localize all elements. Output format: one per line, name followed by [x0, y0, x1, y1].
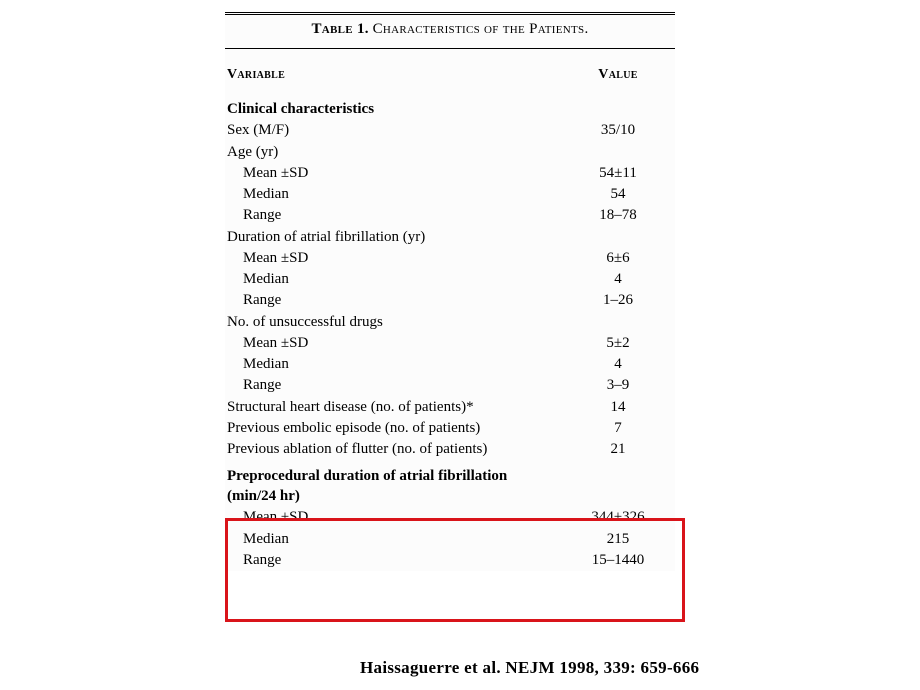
table-row: Age (yr): [225, 141, 675, 162]
row-value: 215: [561, 528, 675, 549]
table-row: Mean ±SD6±6: [225, 247, 675, 268]
row-value: 15–1440: [561, 549, 675, 570]
row-label: Range: [225, 290, 561, 311]
col-header-variable: Variable: [225, 63, 561, 93]
row-value: 6±6: [561, 247, 675, 268]
col-header-value: Value: [561, 63, 675, 93]
row-value: 1–26: [561, 290, 675, 311]
table-row: Range15–1440: [225, 549, 675, 570]
table-row: Previous embolic episode (no. of patient…: [225, 417, 675, 438]
row-label: Median: [225, 269, 561, 290]
row-label: Range: [225, 549, 561, 570]
row-value: [561, 226, 675, 247]
row-label: Previous embolic episode (no. of patient…: [225, 417, 561, 438]
table-row: Range18–78: [225, 205, 675, 226]
row-label: Mean ±SD: [225, 162, 561, 183]
patient-table: Variable Value Clinical characteristicsS…: [225, 63, 675, 571]
row-label: Duration of atrial fibrillation (yr): [225, 226, 561, 247]
row-value: 7: [561, 417, 675, 438]
row-value: [561, 311, 675, 332]
row-label: Mean ±SD: [225, 247, 561, 268]
table-number: Table 1.: [311, 21, 368, 37]
row-label: Preprocedural duration of atrial fibrill…: [225, 460, 561, 507]
row-value: 344±326: [561, 507, 675, 528]
row-label: No. of unsuccessful drugs: [225, 311, 561, 332]
table-row: Previous ablation of flutter (no. of pat…: [225, 439, 675, 460]
row-value: 4: [561, 354, 675, 375]
row-value: 54: [561, 184, 675, 205]
table-row: Structural heart disease (no. of patient…: [225, 396, 675, 417]
row-label: Mean ±SD: [225, 507, 561, 528]
table-row: Mean ±SD5±2: [225, 332, 675, 353]
table-row: Range3–9: [225, 375, 675, 396]
table-row: Median215: [225, 528, 675, 549]
row-label: Range: [225, 205, 561, 226]
row-label: Age (yr): [225, 141, 561, 162]
rule-double-top: [225, 12, 675, 15]
table-row: Clinical characteristics: [225, 93, 675, 120]
row-value: 14: [561, 396, 675, 417]
table-row: Duration of atrial fibrillation (yr): [225, 226, 675, 247]
row-value: 5±2: [561, 332, 675, 353]
table-row: Median54: [225, 184, 675, 205]
row-label: Median: [225, 354, 561, 375]
table-row: Preprocedural duration of atrial fibrill…: [225, 460, 675, 507]
table-body: Clinical characteristicsSex (M/F)35/10Ag…: [225, 93, 675, 571]
table-row: Mean ±SD54±11: [225, 162, 675, 183]
row-value: [561, 141, 675, 162]
table-row: Range1–26: [225, 290, 675, 311]
table-caption: Table 1. Characteristics of the Patients…: [225, 21, 675, 38]
table-row: No. of unsuccessful drugs: [225, 311, 675, 332]
row-label: Clinical characteristics: [225, 93, 561, 120]
table-row: Median4: [225, 354, 675, 375]
row-value: 18–78: [561, 205, 675, 226]
row-value: 4: [561, 269, 675, 290]
row-value: [561, 93, 675, 120]
row-value: [561, 460, 675, 507]
table-row: Median4: [225, 269, 675, 290]
row-value: 54±11: [561, 162, 675, 183]
row-value: 3–9: [561, 375, 675, 396]
table-title: Characteristics of the Patients.: [373, 21, 589, 37]
citation: Haissaguerre et al. NEJM 1998, 339: 659-…: [360, 658, 699, 678]
row-label: Median: [225, 528, 561, 549]
table-row: Mean ±SD344±326: [225, 507, 675, 528]
row-label: Range: [225, 375, 561, 396]
table-row: Sex (M/F)35/10: [225, 120, 675, 141]
row-label: Median: [225, 184, 561, 205]
table-header-row: Variable Value: [225, 63, 675, 93]
table-card: Table 1. Characteristics of the Patients…: [225, 12, 675, 571]
page: Table 1. Characteristics of the Patients…: [0, 0, 920, 690]
row-label: Sex (M/F): [225, 120, 561, 141]
row-label: Previous ablation of flutter (no. of pat…: [225, 439, 561, 460]
row-label: Mean ±SD: [225, 332, 561, 353]
row-value: 35/10: [561, 120, 675, 141]
row-value: 21: [561, 439, 675, 460]
row-label: Structural heart disease (no. of patient…: [225, 396, 561, 417]
rule-thin: [225, 48, 675, 49]
